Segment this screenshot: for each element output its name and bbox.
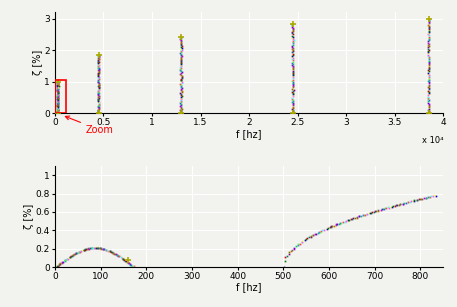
X-axis label: f [hz]: f [hz] <box>236 129 262 139</box>
Bar <box>55 80 67 113</box>
Text: Zoom: Zoom <box>65 116 114 135</box>
Y-axis label: ζ [%]: ζ [%] <box>24 204 34 229</box>
Text: x 10⁴: x 10⁴ <box>422 136 443 145</box>
Y-axis label: ζ [%]: ζ [%] <box>33 50 43 76</box>
X-axis label: f [hz]: f [hz] <box>236 282 262 292</box>
